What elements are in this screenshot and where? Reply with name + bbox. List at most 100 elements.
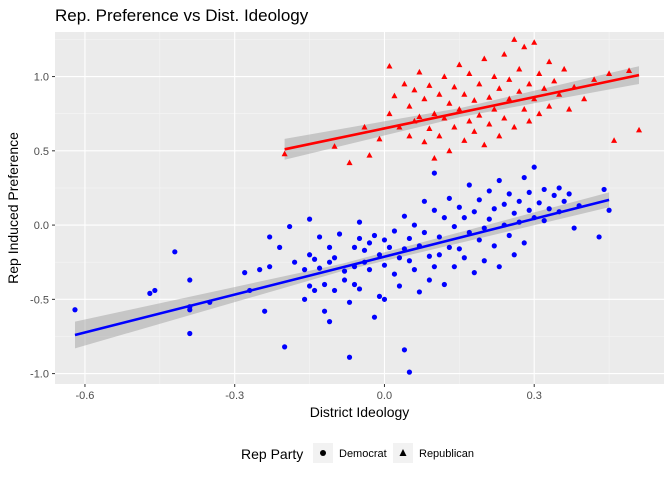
y-tick-label: 0.0: [34, 220, 49, 232]
point-republican: [581, 95, 588, 102]
point-democrat: [406, 235, 413, 242]
point-democrat: [551, 192, 557, 198]
legend-label-republican: Republican: [419, 448, 474, 460]
point-democrat: [426, 277, 432, 283]
point-republican: [451, 123, 458, 130]
point-republican: [516, 65, 523, 72]
point-democrat: [306, 216, 313, 222]
point-republican: [606, 70, 613, 76]
x-tick-label: 0.3: [527, 390, 542, 402]
point-republican: [401, 80, 408, 87]
point-republican: [466, 117, 473, 124]
point-democrat: [431, 264, 437, 270]
point-republican: [611, 137, 618, 143]
point-republican: [411, 86, 418, 93]
point-democrat: [401, 347, 408, 353]
point-republican: [546, 103, 553, 109]
point-democrat: [361, 247, 368, 253]
trend-line-republican: [284, 73, 640, 151]
x-tick-label: 0.0: [377, 390, 392, 402]
point-democrat: [441, 281, 447, 288]
point-republican: [366, 152, 373, 158]
point-democrat: [366, 240, 373, 246]
point-republican: [361, 123, 368, 130]
point-democrat: [326, 244, 333, 250]
point-democrat: [446, 195, 452, 201]
point-democrat: [376, 293, 383, 299]
point-democrat: [456, 204, 462, 210]
point-democrat: [356, 235, 363, 242]
point-republican: [446, 100, 453, 106]
point-democrat: [311, 287, 318, 294]
point-republican: [421, 138, 428, 145]
point-republican: [431, 110, 438, 117]
point-republican: [386, 62, 393, 69]
point-republican: [501, 51, 508, 57]
legend-label-democrat: Democrat: [339, 448, 387, 460]
point-democrat: [336, 231, 343, 237]
point-republican: [461, 91, 468, 97]
point-democrat: [187, 277, 193, 283]
point-republican: [446, 147, 453, 154]
y-tick-label: -0.5: [30, 294, 49, 306]
point-republican: [481, 141, 488, 148]
point-democrat: [441, 215, 447, 221]
point-republican: [406, 103, 413, 109]
point-republican: [466, 70, 473, 76]
point-democrat: [411, 267, 418, 273]
point-republican: [416, 68, 423, 75]
point-democrat: [321, 281, 328, 288]
point-democrat: [301, 267, 308, 273]
point-democrat: [147, 290, 153, 297]
y-tick-label: 1.0: [34, 72, 49, 84]
point-democrat: [471, 270, 477, 276]
point-republican: [471, 128, 478, 134]
point-democrat: [381, 262, 388, 268]
point-democrat: [326, 319, 333, 325]
point-republican: [406, 132, 413, 139]
y-axis-ticks: -1.0 -0.5 0.0 0.5 1.0: [30, 72, 55, 381]
point-democrat: [381, 296, 388, 302]
point-republican: [566, 106, 573, 112]
chart-title: Rep. Preference vs Dist. Ideology: [55, 6, 309, 25]
point-democrat: [351, 244, 358, 250]
point-democrat: [536, 200, 542, 206]
point-democrat: [391, 228, 398, 234]
point-democrat: [556, 185, 562, 191]
point-democrat: [451, 223, 457, 230]
point-democrat: [476, 197, 482, 203]
point-democrat: [501, 201, 507, 207]
point-democrat: [316, 234, 323, 240]
point-republican: [536, 110, 543, 117]
point-republican: [461, 137, 468, 143]
point-democrat: [436, 234, 442, 240]
point-democrat: [481, 258, 487, 264]
point-democrat: [257, 267, 263, 273]
point-republican: [471, 97, 478, 103]
point-republican: [541, 85, 548, 91]
point-republican: [426, 82, 433, 88]
point-democrat: [426, 253, 432, 259]
point-republican: [546, 58, 553, 65]
point-republican: [531, 39, 538, 45]
point-democrat: [366, 267, 373, 273]
point-democrat: [421, 198, 427, 204]
point-democrat: [267, 234, 273, 240]
point-democrat: [282, 344, 288, 350]
point-republican: [456, 106, 463, 112]
point-democrat: [326, 259, 333, 265]
point-democrat: [526, 189, 532, 196]
point-democrat: [511, 252, 517, 258]
point-democrat: [351, 281, 358, 288]
point-democrat: [346, 299, 353, 305]
point-democrat: [516, 198, 522, 204]
legend: Rep Party Democrat Republican: [241, 443, 474, 463]
point-republican: [281, 150, 288, 157]
point-republican: [561, 65, 568, 72]
point-republican: [636, 126, 643, 133]
point-democrat: [526, 207, 532, 213]
point-democrat: [481, 225, 487, 231]
point-republican: [496, 85, 503, 91]
point-democrat: [506, 191, 512, 197]
